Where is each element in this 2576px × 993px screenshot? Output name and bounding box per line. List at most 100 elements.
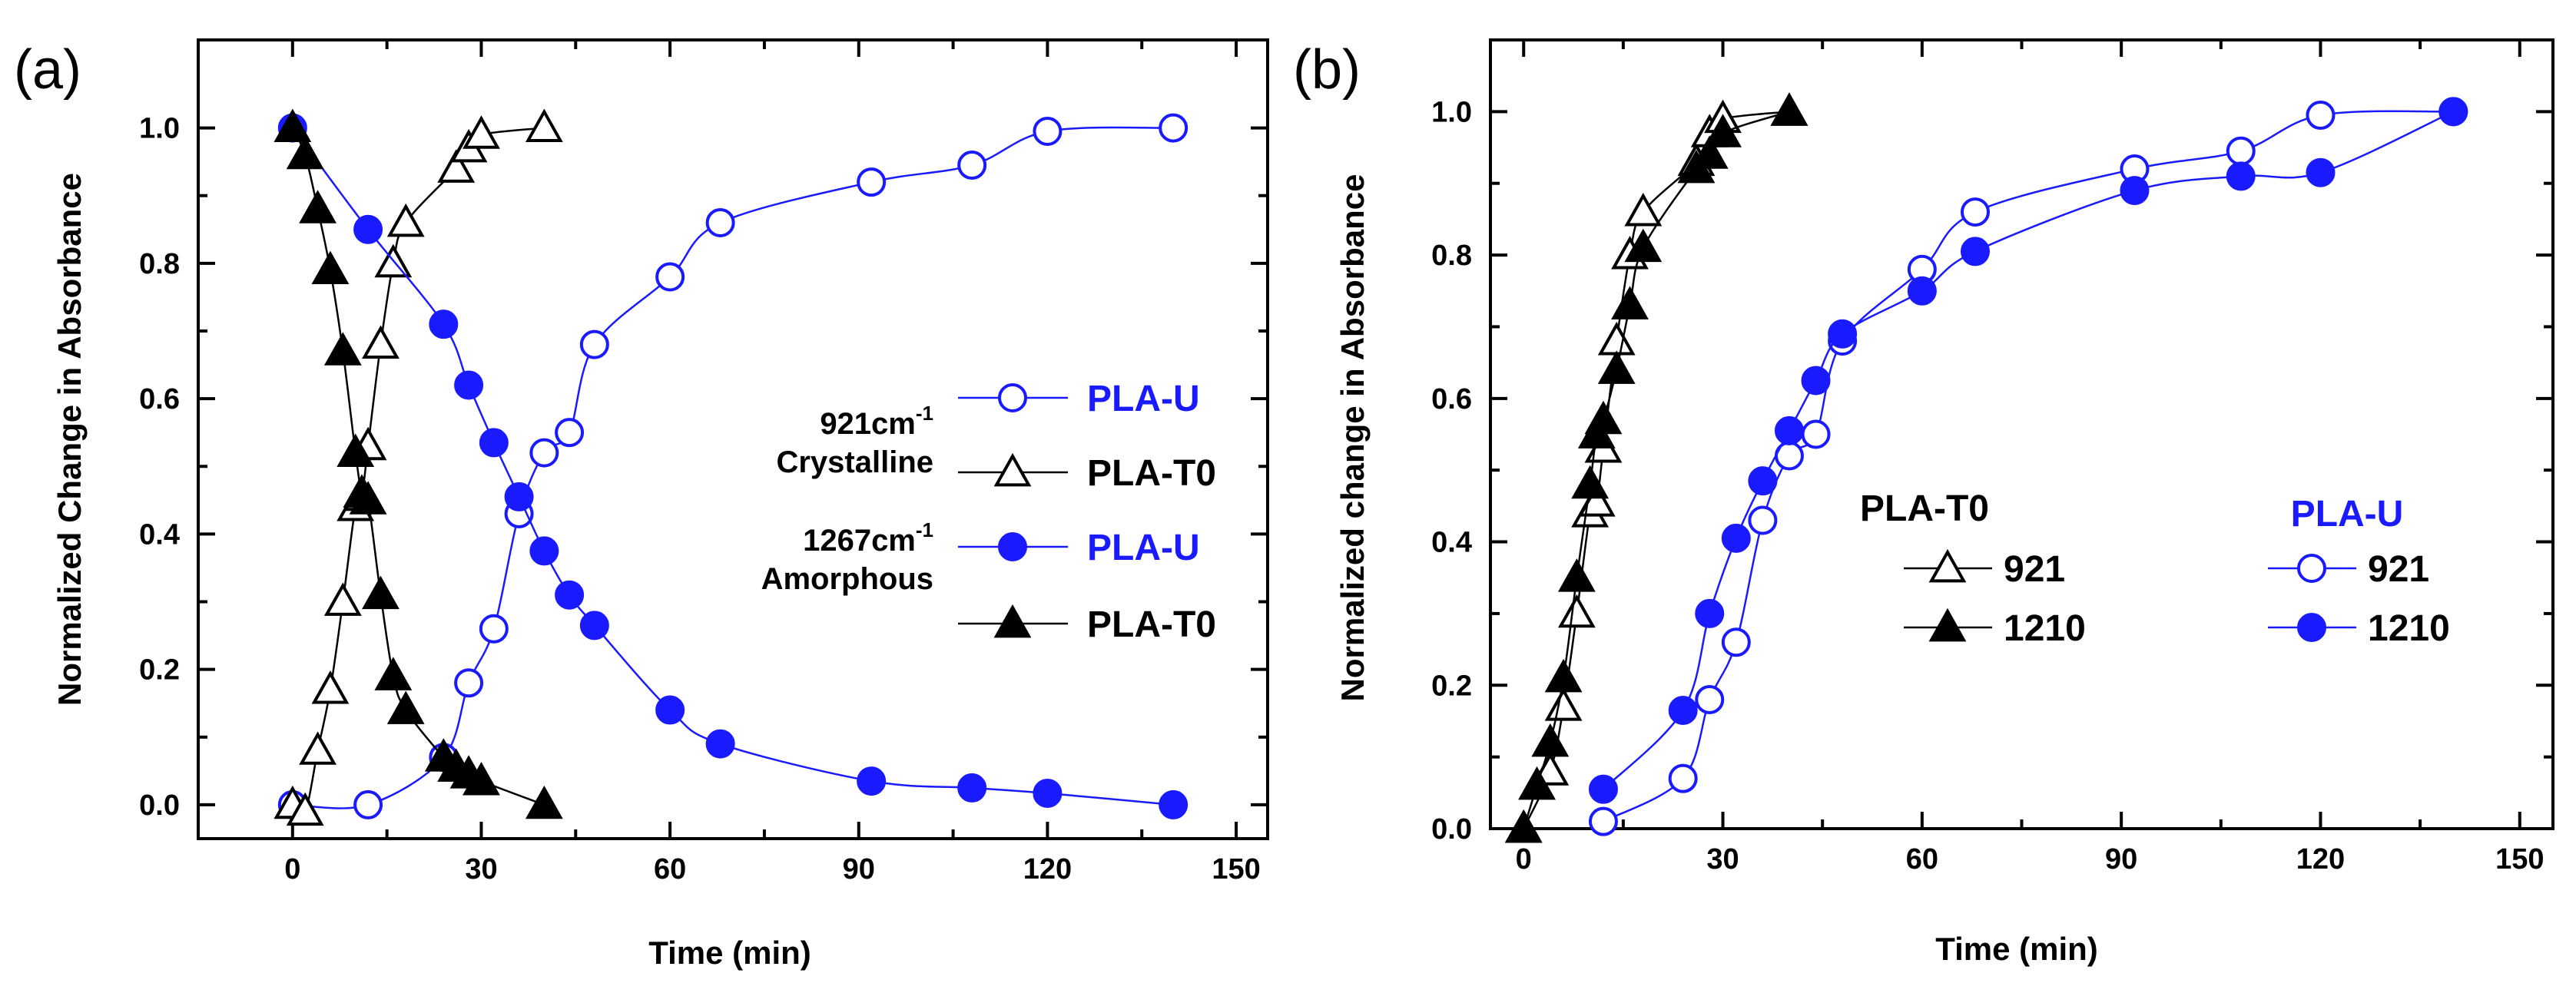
data-point (286, 792, 324, 826)
data-point (2306, 157, 2336, 187)
legend-entry: 1210 (1904, 607, 2086, 649)
legend-a-crystalline-value: 921cm (820, 407, 916, 441)
panel-a-ticks (198, 40, 1268, 839)
panel-b-y-axis-title: Normalized change in Absorbance (1334, 174, 1371, 702)
data-point (286, 135, 324, 170)
data-point (1544, 658, 1583, 693)
panel-a-frame (197, 38, 1269, 840)
data-point (529, 438, 559, 468)
legend-marker (993, 452, 1032, 487)
legend-b-header-pla-u: PLA-U (2291, 494, 2404, 535)
data-point (1584, 400, 1623, 435)
legend-marker (998, 532, 1027, 561)
data-point (1828, 319, 1858, 349)
data-point (323, 582, 362, 616)
panel-b-frame (1489, 38, 2554, 830)
legend-entry: 921 (1904, 548, 2065, 590)
data-point (454, 370, 484, 400)
data-point (957, 151, 987, 180)
y-tick-label: 0.8 (139, 248, 180, 280)
data-point (1801, 366, 1831, 396)
data-point (1748, 505, 1778, 535)
y-tick-label: 0.6 (1431, 383, 1472, 415)
y-tick-label: 0.2 (1431, 670, 1472, 702)
data-point (1624, 228, 1663, 263)
x-tick-label: 150 (1212, 853, 1260, 885)
data-point (311, 670, 350, 704)
data-point (1033, 778, 1063, 808)
panel-b-x-axis-title: Time (min) (1935, 931, 2098, 967)
series-1210-triangle-filled (1504, 92, 1809, 843)
legend-label: PLA-T0 (1087, 604, 1216, 645)
series-pla-t0-triangle-filled (274, 108, 563, 819)
data-point (579, 611, 609, 640)
data-point (454, 668, 484, 698)
data-point (1531, 723, 1570, 757)
legend-a-amorphous-wavenumber: 1267cm-1 (803, 518, 933, 558)
legend-a-crystalline-label: Crystalline (776, 445, 933, 479)
y-tick-label: 0.6 (139, 383, 180, 415)
data-point (1770, 92, 1809, 126)
data-point (386, 203, 425, 237)
series-line (292, 126, 1174, 809)
legend-label: 921 (2368, 549, 2429, 590)
data-point (525, 108, 563, 142)
series-line (1603, 111, 2454, 790)
y-tick-label: 0.8 (1431, 240, 1472, 272)
data-point (2226, 161, 2256, 191)
data-point (1960, 237, 1990, 266)
legend-entry: PLA-T0 (958, 604, 1216, 645)
data-point (1597, 350, 1636, 384)
legend-label: 921 (2004, 549, 2065, 590)
data-point (705, 207, 735, 237)
legend-marker (1928, 607, 1967, 642)
panel-a-label: (a) (14, 39, 81, 101)
data-point (1960, 197, 1990, 227)
x-tick-label: 120 (1023, 853, 1072, 885)
legend-entry: PLA-T0 (958, 452, 1216, 494)
data-point (579, 329, 609, 359)
legend-marker (1928, 548, 1967, 583)
y-tick-label: 0.0 (139, 789, 180, 822)
data-point (311, 250, 350, 285)
legend-label: PLA-U (1087, 528, 1200, 568)
x-tick-label: 90 (843, 853, 875, 885)
data-point (479, 428, 509, 458)
data-point (437, 149, 476, 183)
legend-entry: PLA-U (958, 379, 1200, 419)
data-point (1159, 789, 1189, 819)
data-point (1588, 806, 1618, 836)
legend-label: 1210 (2368, 608, 2450, 649)
x-tick-label: 0 (284, 853, 300, 885)
panel-a-x-tick-labels: 0 30 60 90 120 150 (284, 853, 1261, 885)
data-point (462, 762, 500, 796)
panel-b-x-tick-labels: 0 30 60 90 120 150 (1516, 843, 2545, 875)
data-point (1033, 116, 1063, 146)
data-point (2306, 101, 2336, 131)
panel-a-legend: 921cm -1 Crystalline 1267cm-1 Amorphous P… (761, 379, 1216, 645)
legend-a-amorphous-sup: -1 (916, 518, 933, 541)
data-point (529, 536, 559, 566)
panel-a-y-axis-title: Normalized Change in Absorbance (51, 173, 88, 706)
legend-a-amorphous-label: Amorphous (761, 562, 933, 596)
y-tick-label: 1.0 (139, 113, 180, 145)
data-point (655, 262, 685, 292)
data-point (1690, 135, 1729, 169)
legend-marker (998, 383, 1027, 412)
data-point (1597, 322, 1636, 356)
data-point (374, 657, 413, 690)
legend-entry: 1210 (2268, 608, 2450, 649)
x-tick-label: 30 (465, 853, 497, 885)
data-point (2226, 136, 2256, 166)
data-point (655, 695, 685, 725)
data-point (337, 433, 375, 468)
data-point (2438, 97, 2468, 127)
data-point (1695, 684, 1725, 714)
legend-label: PLA-U (1087, 379, 1200, 419)
panel-b-ticks (1490, 40, 2553, 830)
data-point (1544, 687, 1583, 721)
legend-entry: PLA-U (958, 528, 1200, 568)
y-tick-label: 0.2 (139, 654, 180, 687)
y-tick-label: 0.4 (1431, 527, 1472, 559)
